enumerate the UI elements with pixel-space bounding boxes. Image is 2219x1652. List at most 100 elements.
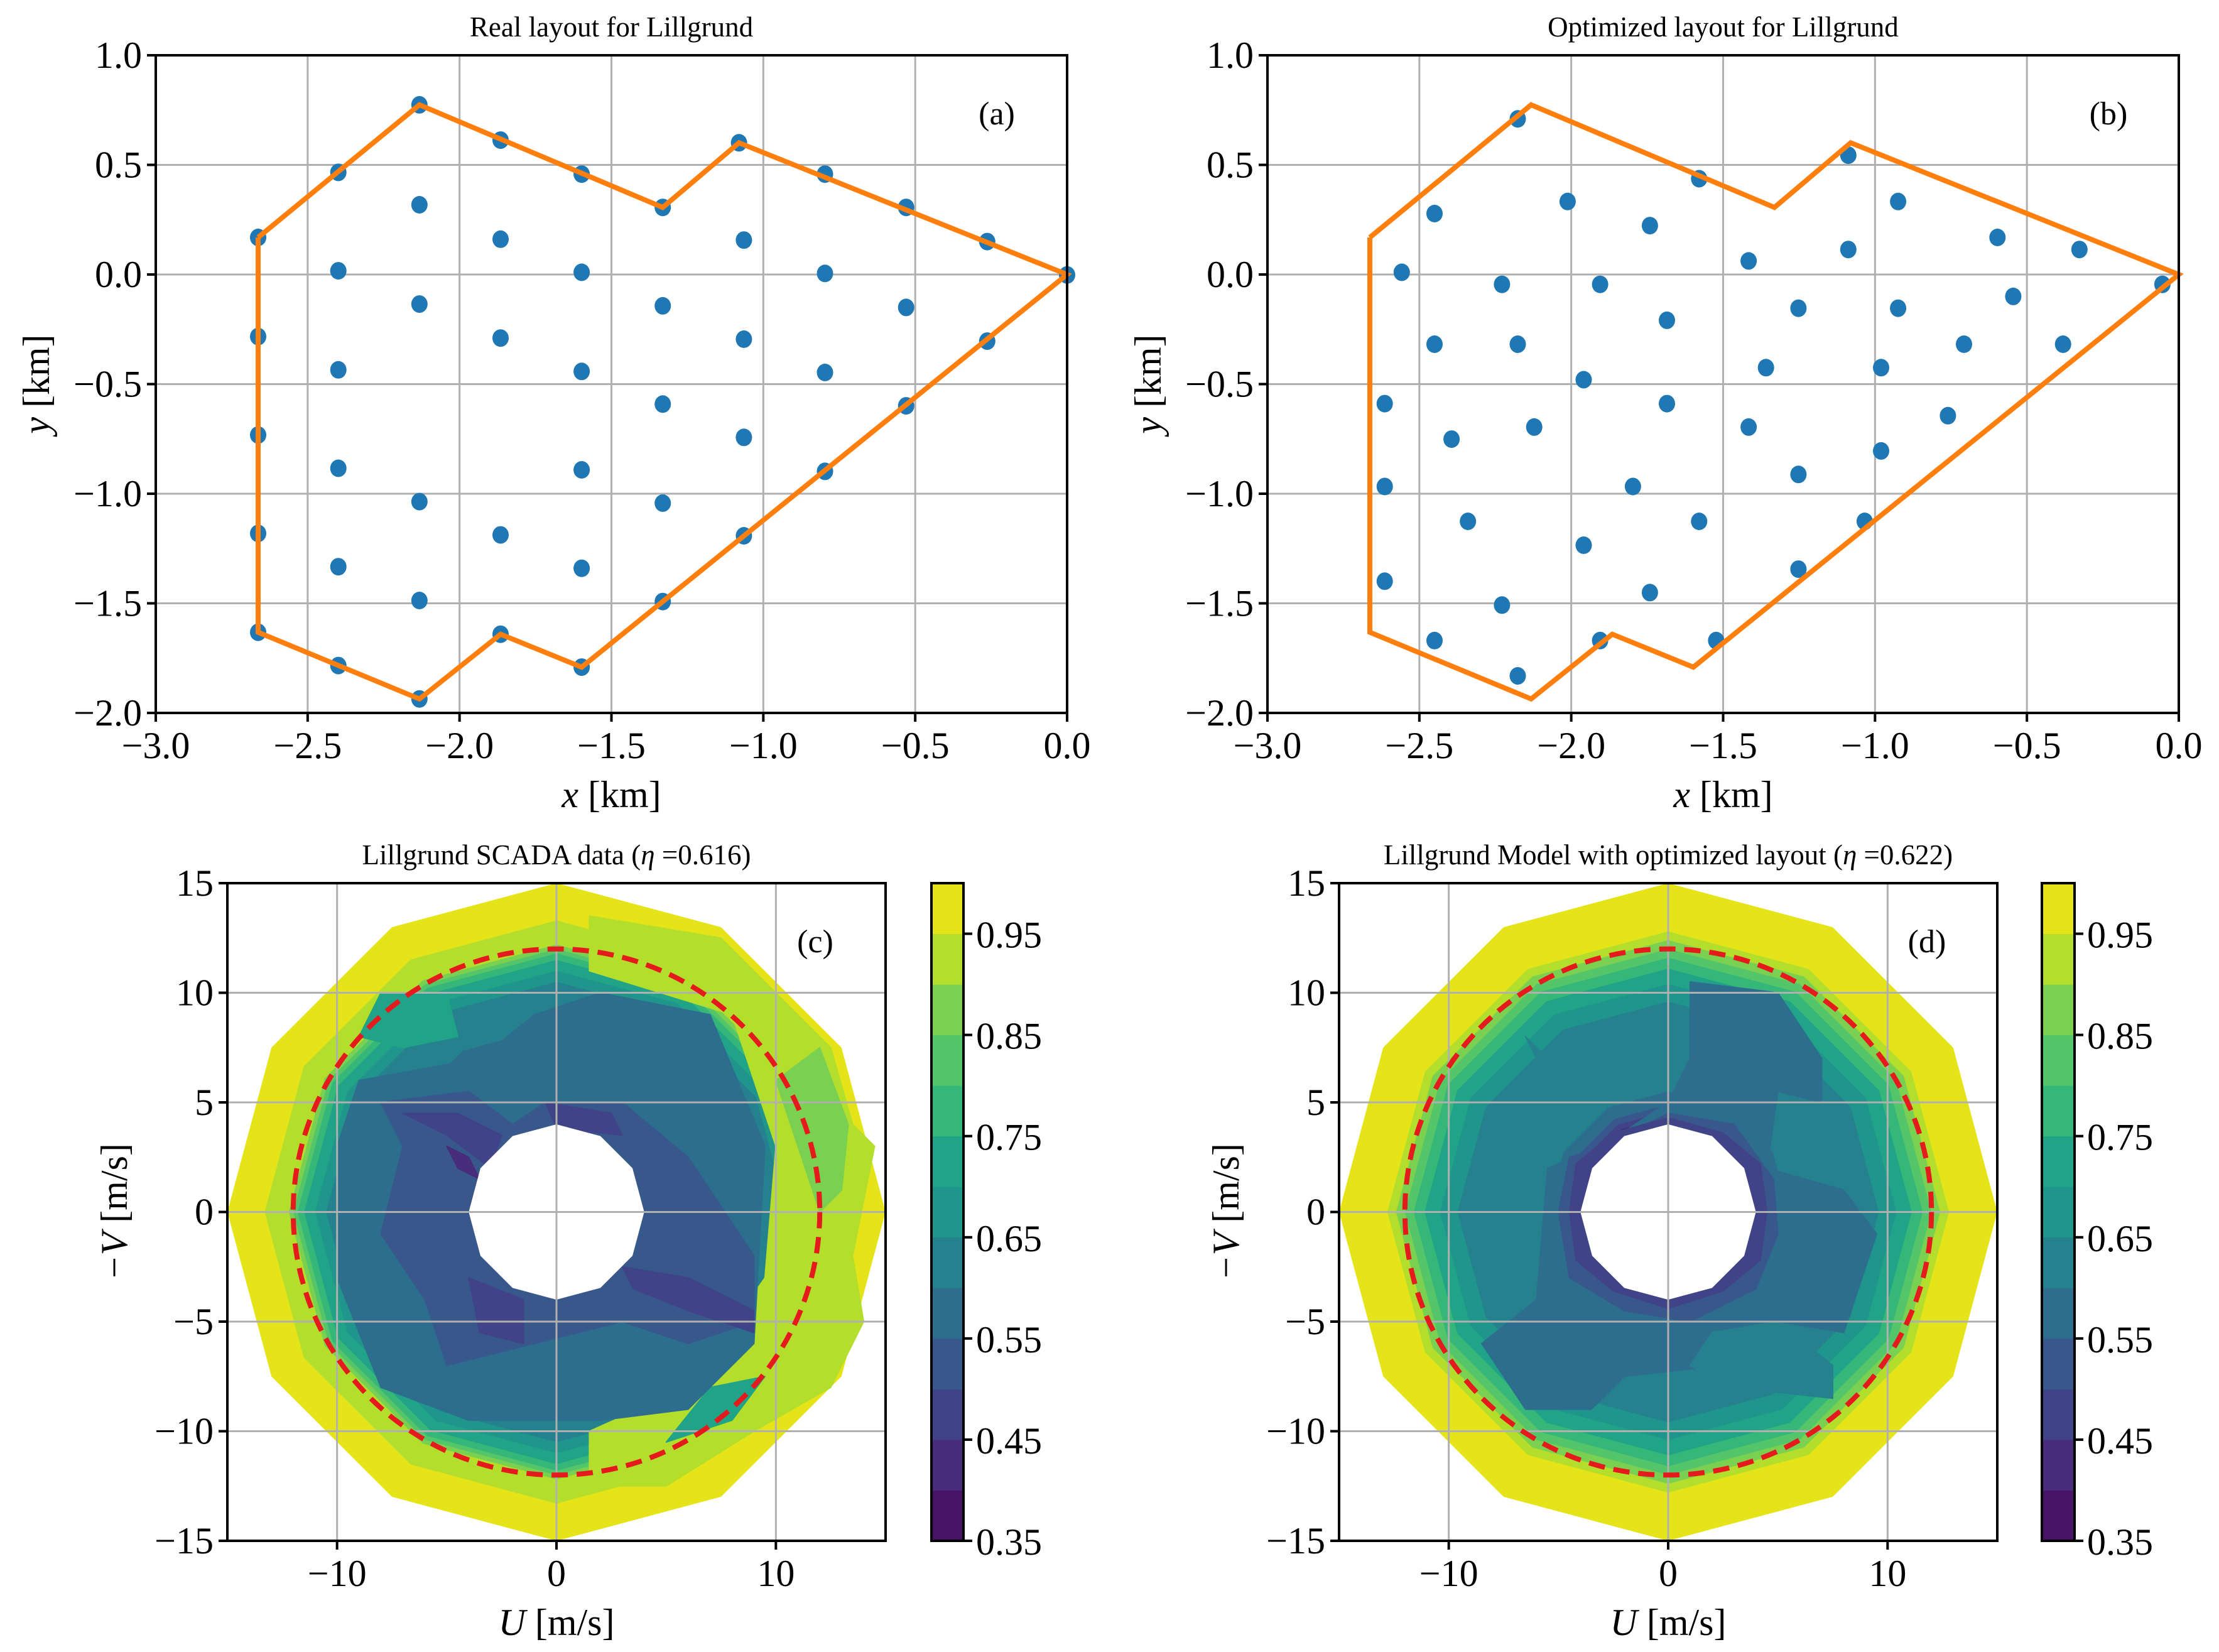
colorbar: 0.35 0.45 0.55 0.65 0.75 0.85 0.95 bbox=[930, 882, 1042, 1563]
x-axis-label-var: x bbox=[561, 774, 578, 815]
y-tick-label: 0.0 bbox=[95, 254, 142, 295]
y-axis-label: −V [m/s] bbox=[1205, 1143, 1247, 1281]
panel-label: (c) bbox=[797, 924, 833, 960]
turbine-point bbox=[1393, 263, 1410, 281]
colorbar-tick-label: 0.75 bbox=[2087, 1117, 2153, 1158]
panel-d: Lillgrund Model with optimized layout (η… bbox=[1205, 839, 2153, 1643]
colorbar-segment bbox=[931, 1237, 963, 1288]
x-tick-label: 10 bbox=[1869, 1553, 1906, 1594]
y-tick-label: −15 bbox=[1266, 1520, 1325, 1562]
turbine-point bbox=[1890, 192, 1907, 210]
turbine-point bbox=[1659, 394, 1675, 413]
turbine-point bbox=[1790, 299, 1807, 317]
y-tick-label: −15 bbox=[155, 1520, 214, 1562]
turbine-point bbox=[1494, 596, 1511, 614]
colorbar-segment bbox=[2042, 1187, 2075, 1238]
x-axis-label-unit: [m/s] bbox=[1637, 1602, 1727, 1643]
colorbar-frame bbox=[2041, 882, 2076, 1542]
x-axis-label-unit: [m/s] bbox=[526, 1602, 615, 1643]
x-axis-label: x [km] bbox=[561, 774, 661, 815]
colorbar-frame bbox=[930, 882, 965, 1542]
turbine-point bbox=[330, 361, 347, 379]
x-tick-label: −1.5 bbox=[577, 725, 646, 766]
colorbar-tick-label: 0.65 bbox=[976, 1218, 1042, 1259]
contour-patch bbox=[621, 1266, 755, 1334]
turbine-point bbox=[1790, 465, 1807, 484]
x-axis-label: U [m/s] bbox=[499, 1602, 615, 1643]
colorbar-tick-label: 0.65 bbox=[2087, 1218, 2153, 1259]
y-axis-label: −V [m/s] bbox=[94, 1143, 135, 1281]
x-tick-label: −0.5 bbox=[881, 725, 950, 766]
y-axis-label-unit: [km] bbox=[16, 334, 57, 417]
turbine-point bbox=[1890, 299, 1907, 317]
contour-patch bbox=[402, 1112, 502, 1169]
colorbar-tick-label: 0.85 bbox=[976, 1016, 1042, 1057]
turbine-point bbox=[735, 231, 752, 249]
y-tick-label: −1.5 bbox=[1185, 583, 1254, 624]
turbine-point bbox=[735, 330, 752, 348]
turbine-point bbox=[1494, 275, 1511, 293]
y-axis-label-var: y bbox=[16, 417, 57, 438]
colorbar-segment bbox=[931, 1439, 963, 1491]
turbine-point bbox=[492, 526, 509, 544]
turbine-point bbox=[2005, 287, 2022, 305]
colorbar-tick-label: 0.95 bbox=[976, 915, 1042, 956]
plot-title: Lillgrund SCADA data (η =0.616) bbox=[362, 839, 751, 871]
plot-title-suffix: =0.622) bbox=[1857, 839, 1953, 871]
y-axis-label-var: −V bbox=[1205, 1228, 1247, 1280]
y-axis-label-unit: [km] bbox=[1127, 334, 1169, 417]
plot-title-eta: η bbox=[641, 839, 654, 871]
plot-title-suffix: =0.616) bbox=[655, 839, 751, 871]
turbine-point bbox=[573, 559, 590, 577]
y-tick-label: 10 bbox=[176, 972, 214, 1014]
x-tick-label: −1.0 bbox=[1841, 725, 1909, 766]
x-tick-label: −3.0 bbox=[122, 725, 190, 766]
colorbar-tick-label: 0.75 bbox=[976, 1117, 1042, 1158]
turbine-point bbox=[1740, 252, 1757, 270]
x-tick-label: −10 bbox=[1419, 1553, 1478, 1594]
colorbar-segment bbox=[2042, 933, 2075, 985]
colorbar-segment bbox=[931, 1085, 963, 1137]
turbine-point bbox=[492, 230, 509, 248]
turbine-point bbox=[1443, 430, 1460, 448]
colorbar-segment bbox=[2042, 984, 2075, 1036]
turbine-point bbox=[735, 428, 752, 447]
colorbar-tick-label: 0.55 bbox=[976, 1319, 1042, 1361]
turbine-point bbox=[411, 295, 428, 313]
panel-c: Lillgrund SCADA data (η =0.616) −10 0 10 −15… bbox=[94, 839, 1042, 1643]
turbine-point bbox=[898, 298, 914, 317]
plot-title: Optimized layout for Lillgrund bbox=[1548, 11, 1899, 43]
x-tick-label: −1.5 bbox=[1689, 725, 1757, 766]
colorbar-segment bbox=[2042, 883, 2075, 935]
y-tick-label: −1.0 bbox=[1185, 473, 1254, 514]
x-axis-label-unit: [km] bbox=[578, 774, 661, 815]
y-axis-label: y [km] bbox=[1127, 334, 1169, 437]
colorbar-tick-label: 0.45 bbox=[976, 1420, 1042, 1462]
x-tick-label: 0.0 bbox=[1044, 725, 1091, 766]
y-axis-label-unit: [m/s] bbox=[1205, 1143, 1247, 1232]
plot-title: Lillgrund Model with optimized layout (η… bbox=[1384, 839, 1953, 871]
plot-title-eta: η bbox=[1843, 839, 1857, 871]
turbine-point bbox=[1526, 418, 1543, 436]
panel-label: (a) bbox=[979, 96, 1015, 132]
colorbar-tick-label: 0.35 bbox=[2087, 1521, 2153, 1563]
turbine-point bbox=[1376, 394, 1393, 413]
y-tick-label: 1.0 bbox=[1207, 35, 1254, 76]
colorbar-segment bbox=[2042, 1136, 2075, 1187]
contour-patch bbox=[775, 1046, 849, 1213]
turbine-point bbox=[1426, 205, 1443, 222]
y-axis-label: y [km] bbox=[16, 334, 57, 437]
y-tick-label: 15 bbox=[176, 862, 214, 904]
y-tick-label: −0.5 bbox=[73, 364, 142, 405]
colorbar-tick-label: 0.95 bbox=[2087, 915, 2153, 956]
turbine-point bbox=[573, 263, 590, 281]
y-tick-label: 5 bbox=[1306, 1082, 1325, 1123]
colorbar-segment bbox=[931, 933, 963, 985]
x-axis-label-var: U bbox=[499, 1602, 528, 1643]
x-tick-label: 0 bbox=[547, 1553, 566, 1594]
x-tick-label: −2.0 bbox=[1537, 725, 1605, 766]
colorbar-segment bbox=[931, 984, 963, 1036]
turbine-point bbox=[1956, 335, 1972, 353]
turbine-point bbox=[330, 262, 347, 280]
turbine-point bbox=[411, 196, 428, 214]
